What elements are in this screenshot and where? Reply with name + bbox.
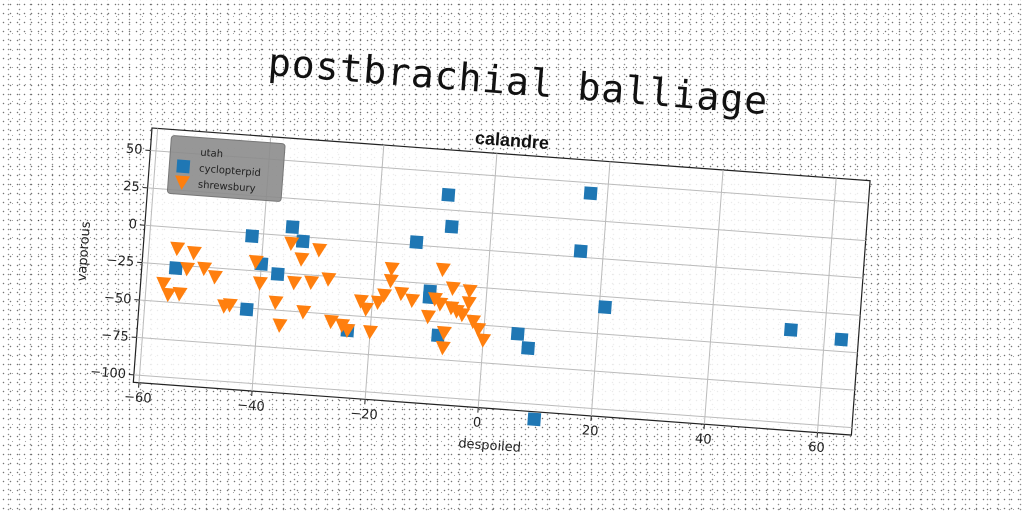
shrewsbury-point bbox=[435, 262, 451, 278]
shrewsbury-point bbox=[405, 293, 421, 308]
y-tick-label: −50 bbox=[103, 290, 131, 307]
legend-label-utah: utah bbox=[200, 148, 223, 161]
shrewsbury-point bbox=[363, 324, 379, 340]
x-tick-label: −60 bbox=[124, 390, 152, 407]
shrewsbury-point bbox=[272, 318, 288, 333]
shrewsbury-point bbox=[172, 286, 188, 302]
x-tick-label: −20 bbox=[350, 406, 378, 423]
shrewsbury-point bbox=[294, 252, 310, 267]
y-tick-label: −25 bbox=[106, 253, 134, 270]
shrewsbury-point bbox=[377, 288, 393, 303]
cyclopterpid-point bbox=[409, 235, 424, 250]
y-grid-line bbox=[136, 336, 855, 391]
y-tick-label: 50 bbox=[125, 142, 143, 158]
shrewsbury-point bbox=[455, 307, 471, 323]
x-tick-label: 0 bbox=[472, 415, 481, 431]
shrewsbury-point bbox=[268, 295, 284, 311]
shrewsbury-point bbox=[435, 340, 451, 356]
cyclopterpid-point bbox=[270, 267, 285, 282]
cyclopterpid-point bbox=[583, 186, 598, 201]
legend-box bbox=[166, 135, 286, 202]
shrewsbury-point bbox=[312, 243, 328, 258]
x-grid-line bbox=[364, 144, 385, 400]
legend-marker-shrewsbury bbox=[175, 175, 191, 190]
cyclopterpid-point bbox=[295, 234, 310, 249]
cyclopterpid-point bbox=[245, 229, 260, 244]
y-axis-label: vaporous bbox=[75, 221, 94, 282]
shrewsbury-point bbox=[222, 298, 238, 313]
legend-label-cyclopterpid: cyclopterpid bbox=[199, 164, 261, 179]
chart-title: calandre bbox=[474, 128, 549, 153]
cyclopterpid-point bbox=[510, 326, 525, 341]
shrewsbury-point bbox=[248, 254, 264, 270]
cyclopterpid-point bbox=[527, 412, 542, 427]
cyclopterpid-point bbox=[783, 322, 798, 337]
plot-background bbox=[132, 127, 871, 436]
y-tick-label: 25 bbox=[123, 179, 141, 195]
shrewsbury-point bbox=[466, 314, 482, 330]
shrewsbury-point bbox=[296, 305, 312, 320]
y-grid-line bbox=[139, 299, 858, 354]
cyclopterpid-point bbox=[441, 187, 456, 202]
y-grid-line bbox=[144, 224, 863, 279]
shrewsbury-point bbox=[359, 302, 375, 317]
x-tick-label: 60 bbox=[808, 440, 826, 456]
shrewsbury-point bbox=[433, 297, 449, 312]
shrewsbury-point bbox=[353, 294, 369, 309]
shrewsbury-point bbox=[321, 272, 337, 287]
axis-ticks: −60 −40 −20 0 20 40 60 50 25 0 −25 −50 −75 −100 bbox=[90, 142, 826, 456]
cyclopterpid-point bbox=[521, 341, 536, 356]
legend-label-shrewsbury: shrewsbury bbox=[198, 180, 256, 195]
cyclopterpid-point bbox=[598, 300, 612, 315]
x-grid-line bbox=[703, 169, 724, 425]
x-tick-label: −40 bbox=[237, 398, 265, 415]
y-tick-label: −100 bbox=[90, 365, 127, 383]
shrewsbury-point bbox=[421, 309, 437, 325]
x-axis-label: despoiled bbox=[458, 436, 522, 456]
shrewsbury-point bbox=[284, 236, 300, 251]
shrewsbury-point bbox=[186, 245, 202, 261]
y-tick-label: 0 bbox=[128, 217, 137, 233]
x-grid-line bbox=[816, 178, 837, 433]
legend-marker-cyclopterpid bbox=[176, 159, 191, 174]
shrewsbury-point bbox=[180, 261, 196, 277]
cyclopterpid-point bbox=[285, 220, 300, 235]
x-grid-line bbox=[138, 128, 159, 383]
shrewsbury-point bbox=[161, 287, 177, 303]
y-grid-line bbox=[142, 262, 861, 316]
plot-area-group: −60 −40 −20 0 20 40 60 50 25 0 −25 −50 −75 −100 calan… bbox=[75, 127, 871, 456]
x-grid-line bbox=[590, 161, 611, 416]
shrewsbury-point bbox=[461, 296, 477, 311]
shrewsbury-point bbox=[197, 261, 213, 277]
shrewsbury-point bbox=[384, 261, 400, 277]
shrewsbury-point bbox=[156, 276, 172, 292]
cyclopterpid-point bbox=[444, 219, 459, 234]
shrewsbury-point bbox=[304, 275, 320, 291]
shrewsbury-point bbox=[471, 322, 487, 337]
shrewsbury-point bbox=[476, 333, 492, 348]
shrewsbury-point bbox=[170, 241, 186, 257]
cyclopterpid-point bbox=[573, 244, 588, 259]
shrewsbury-point bbox=[287, 275, 303, 291]
data-marks bbox=[156, 186, 849, 427]
cyclopterpid-point bbox=[834, 332, 849, 347]
shrewsbury-point bbox=[252, 276, 268, 291]
cyclopterpid-point bbox=[168, 261, 183, 276]
shrewsbury-point bbox=[436, 325, 452, 341]
cyclopterpid-point bbox=[239, 302, 254, 317]
x-grid-line bbox=[477, 153, 498, 408]
shrewsbury-point bbox=[445, 281, 461, 296]
shrewsbury-point bbox=[324, 314, 340, 330]
x-tick-label: 20 bbox=[581, 423, 599, 439]
shrewsbury-point bbox=[394, 286, 410, 302]
shrewsbury-point bbox=[207, 269, 223, 285]
y-tick-label: −75 bbox=[101, 328, 129, 345]
shrewsbury-point bbox=[340, 323, 356, 338]
shrewsbury-point bbox=[462, 284, 478, 299]
y-grid-line bbox=[133, 374, 852, 429]
shrewsbury-point bbox=[383, 273, 399, 289]
x-tick-label: 40 bbox=[694, 432, 712, 448]
